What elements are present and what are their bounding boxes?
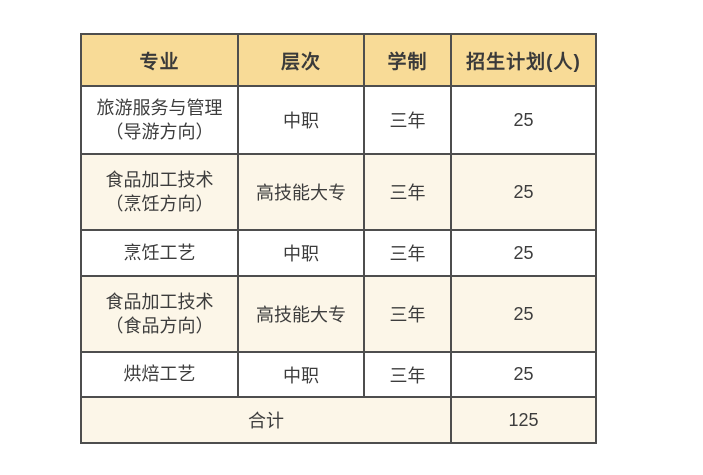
cell-level: 高技能大专 bbox=[237, 275, 365, 353]
cell-duration: 三年 bbox=[363, 153, 452, 231]
table-footer: 合计 125 bbox=[80, 396, 597, 444]
total-label: 合计 bbox=[80, 396, 452, 444]
total-value: 125 bbox=[450, 396, 597, 444]
cell-duration: 三年 bbox=[363, 351, 452, 398]
cell-major: 食品加工技术 （烹饪方向） bbox=[80, 153, 239, 231]
table-header: 专业 层次 学制 招生计划(人) bbox=[80, 33, 597, 87]
table-row: 食品加工技术 （食品方向） 高技能大专 三年 25 bbox=[80, 275, 597, 353]
table-row: 烘焙工艺 中职 三年 25 bbox=[80, 351, 597, 398]
header-level: 层次 bbox=[237, 33, 365, 87]
cell-level: 高技能大专 bbox=[237, 153, 365, 231]
table-row: 食品加工技术 （烹饪方向） 高技能大专 三年 25 bbox=[80, 153, 597, 231]
cell-major: 烹饪工艺 bbox=[80, 229, 239, 277]
table-body: 旅游服务与管理 （导游方向） 中职 三年 25 食品加工技术 （烹饪方向） 高技能大专 三年… bbox=[80, 85, 597, 398]
cell-major: 烘焙工艺 bbox=[80, 351, 239, 398]
cell-duration: 三年 bbox=[363, 85, 452, 155]
cell-major: 食品加工技术 （食品方向） bbox=[80, 275, 239, 353]
header-row: 专业 层次 学制 招生计划(人) bbox=[80, 33, 597, 87]
header-plan: 招生计划(人) bbox=[450, 33, 597, 87]
cell-level: 中职 bbox=[237, 85, 365, 155]
cell-level: 中职 bbox=[237, 229, 365, 277]
cell-plan: 25 bbox=[450, 85, 597, 155]
total-row: 合计 125 bbox=[80, 396, 597, 444]
table-row: 旅游服务与管理 （导游方向） 中职 三年 25 bbox=[80, 85, 597, 155]
table-row: 烹饪工艺 中职 三年 25 bbox=[80, 229, 597, 277]
cell-plan: 25 bbox=[450, 229, 597, 277]
cell-plan: 25 bbox=[450, 275, 597, 353]
cell-plan: 25 bbox=[450, 153, 597, 231]
cell-major: 旅游服务与管理 （导游方向） bbox=[80, 85, 239, 155]
cell-duration: 三年 bbox=[363, 229, 452, 277]
cell-level: 中职 bbox=[237, 351, 365, 398]
cell-duration: 三年 bbox=[363, 275, 452, 353]
enrollment-plan-table: 专业 层次 学制 招生计划(人) 旅游服务与管理 （导游方向） 中职 三年 25 食品加… bbox=[80, 33, 597, 444]
header-major: 专业 bbox=[80, 33, 239, 87]
header-duration: 学制 bbox=[363, 33, 452, 87]
cell-plan: 25 bbox=[450, 351, 597, 398]
